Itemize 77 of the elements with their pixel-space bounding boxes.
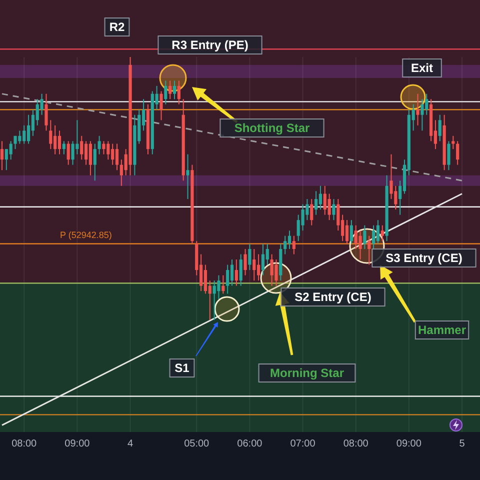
candlestick: [292, 235, 296, 255]
candlestick: [447, 140, 450, 171]
candlestick: [160, 90, 163, 121]
candlestick: [372, 224, 376, 250]
candlestick: [234, 259, 238, 286]
text: R2: [109, 20, 125, 34]
candlestick: [420, 98, 424, 132]
candlestick: [376, 220, 380, 244]
candlestick: [314, 190, 318, 216]
candlestick: [345, 220, 349, 244]
candlestick: [93, 143, 96, 182]
candlestick: [26, 114, 30, 144]
candlestick: [58, 130, 62, 155]
candlestick: [284, 235, 287, 255]
candlestick: [239, 254, 242, 286]
candlestick: [274, 259, 278, 286]
candlestick: [88, 140, 92, 176]
candlestick: [244, 248, 247, 276]
x-tick-label: 05:00: [184, 438, 210, 450]
ref-line-label: P (52942.85): [60, 230, 112, 240]
candlestick: [261, 243, 265, 276]
candlestick: [310, 198, 314, 226]
candlestick: [217, 274, 220, 300]
candlestick: [230, 259, 234, 286]
candlestick: [358, 230, 362, 260]
annotation: Exit: [410, 61, 434, 76]
x-tick-label: 4: [127, 438, 134, 450]
candlestick: [44, 93, 48, 132]
candlestick: [222, 274, 225, 294]
x-tick-label: 07:00: [290, 438, 316, 450]
candlestick: [49, 120, 52, 150]
candlestick: [256, 254, 260, 282]
text: R3 Entry (PE): [172, 38, 248, 52]
candlestick: [62, 140, 66, 155]
candlestick: [66, 140, 70, 166]
candlestick: [368, 235, 371, 266]
candlestick: [204, 264, 208, 294]
candlestick: [318, 185, 322, 210]
candlestick: [14, 135, 17, 150]
candlestick: [177, 80, 180, 105]
candlestick: [350, 220, 353, 244]
candlestick: [380, 224, 384, 242]
candlestick: [102, 140, 106, 155]
candlestick: [456, 140, 460, 166]
candlestick: [328, 193, 331, 221]
x-tick-label: 5: [459, 438, 466, 450]
text: Morning Star: [270, 366, 344, 380]
candlestick: [164, 80, 168, 105]
text: Hammer: [418, 323, 466, 338]
text: S1: [174, 361, 190, 376]
candlestick: [115, 143, 119, 171]
candlestick: [168, 80, 172, 100]
candlestick: [80, 135, 84, 160]
x-tick-label: 08:00: [343, 438, 369, 450]
candlestick: [288, 230, 292, 250]
candlestick: [172, 80, 176, 100]
x-tick-label: 06:00: [237, 438, 263, 450]
candlestick: [186, 154, 190, 200]
candlestick: [332, 198, 336, 221]
annotation: S2 Entry (CE): [294, 290, 372, 304]
annotation: S3 Entry (CE): [386, 251, 462, 266]
candlestick: [452, 135, 455, 150]
x-tick-label: 09:00: [396, 438, 422, 450]
candlestick: [226, 264, 230, 294]
candlestick: [71, 140, 74, 166]
candlestick: [0, 140, 4, 171]
candlestick: [252, 248, 256, 282]
candlestick: [248, 243, 252, 271]
annotation: Shotting Star: [234, 121, 310, 136]
x-tick-label: 09:00: [64, 438, 90, 450]
candlestick: [363, 224, 366, 250]
candlestick: [9, 140, 12, 160]
candlestick: [438, 114, 442, 142]
candlestick: [84, 140, 88, 166]
x-tick-label: 08:00: [12, 438, 38, 450]
candlestick: [98, 135, 101, 155]
candlestick: [416, 93, 420, 126]
